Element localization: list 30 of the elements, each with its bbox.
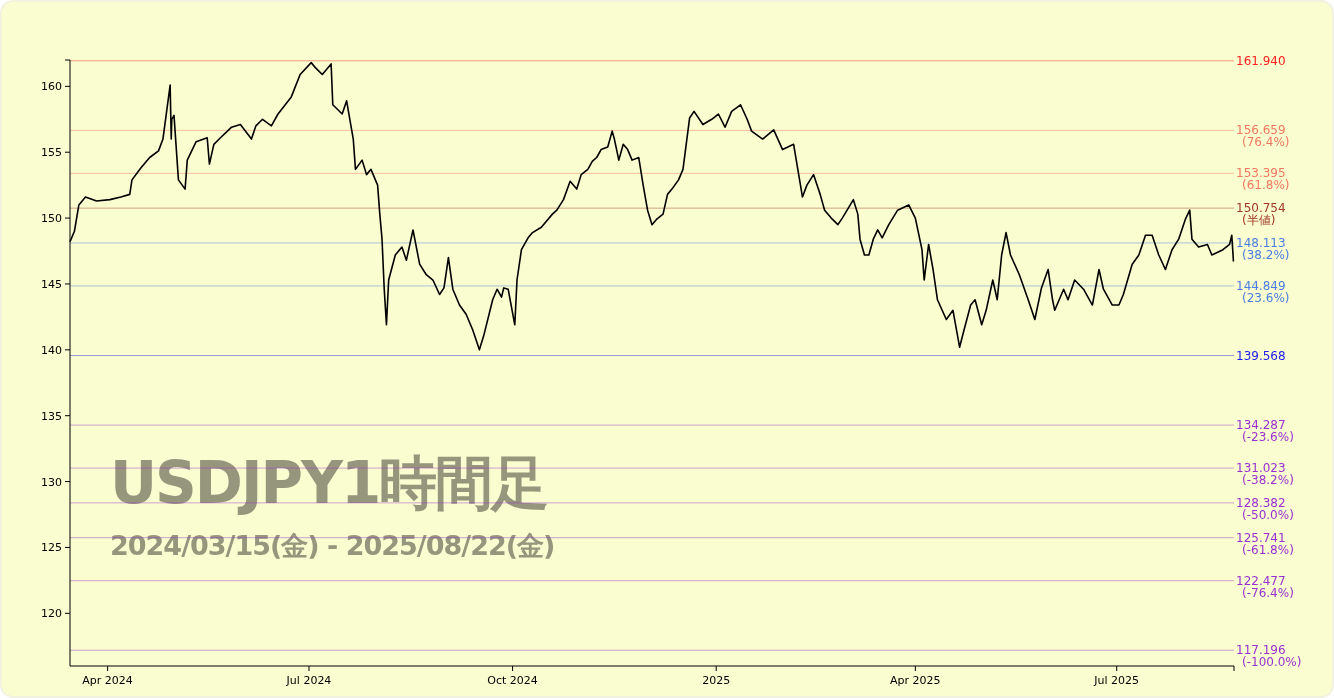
y-tick-label: 155 bbox=[41, 146, 62, 160]
y-tick-label: 150 bbox=[41, 212, 62, 226]
y-tick-label: 160 bbox=[41, 80, 62, 94]
y-tick-label: 140 bbox=[41, 343, 62, 357]
x-tick-label: 2025 bbox=[702, 674, 731, 687]
text: USDJPY1時間足 bbox=[110, 449, 549, 517]
ref-line-label: 156.659 (76.4%) bbox=[1236, 123, 1290, 150]
ref-line-label: 148.113 (38.2%) bbox=[1236, 235, 1290, 262]
ref-line-label: 161.940 bbox=[1236, 53, 1286, 68]
y-tick-label: 135 bbox=[41, 409, 62, 423]
ref-line-label: 117.196 (-100.0%) bbox=[1236, 643, 1302, 670]
ref-line-label: 128.382 (-50.0%) bbox=[1236, 495, 1294, 522]
ref-line-label: 125.741 (-61.8%) bbox=[1236, 530, 1294, 557]
ref-line-label: 139.568 bbox=[1236, 348, 1286, 363]
x-tick-label: Jul 2024 bbox=[285, 674, 332, 687]
x-tick-label: Oct 2024 bbox=[487, 674, 538, 687]
text: 2024/03/15(金) - 2025/08/22(金) bbox=[110, 530, 555, 561]
x-tick-label: Apr 2025 bbox=[890, 674, 941, 687]
ref-line-label: 122.477 (-76.4%) bbox=[1236, 573, 1294, 600]
y-tick-label: 130 bbox=[41, 475, 62, 489]
ref-line-label: 153.395 (61.8%) bbox=[1236, 166, 1290, 193]
y-tick-label: 125 bbox=[41, 541, 62, 555]
y-tick-label: 145 bbox=[41, 277, 62, 291]
ref-line-label: 144.849 (23.6%) bbox=[1236, 278, 1290, 305]
ref-line-label: 131.023 (-38.2%) bbox=[1236, 461, 1294, 488]
ref-line-label: 150.754 (半値) bbox=[1236, 201, 1286, 228]
y-tick-label: 120 bbox=[41, 607, 62, 621]
x-tick-label: Jul 2025 bbox=[1093, 674, 1140, 687]
x-tick-label: Apr 2024 bbox=[82, 674, 133, 687]
ref-line-label: 134.287 (-23.6%) bbox=[1236, 418, 1294, 445]
